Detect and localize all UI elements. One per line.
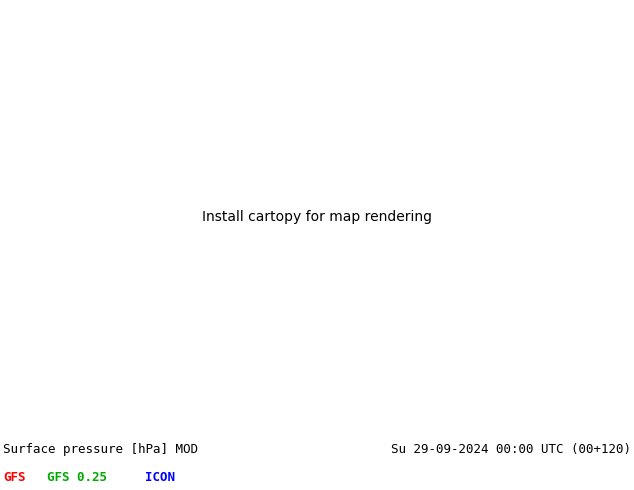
Text: Install cartopy for map rendering: Install cartopy for map rendering <box>202 210 432 224</box>
Text: GFS 0.25: GFS 0.25 <box>47 471 107 484</box>
Text: GFS: GFS <box>3 471 25 484</box>
Text: Su 29-09-2024 00:00 UTC (00+120): Su 29-09-2024 00:00 UTC (00+120) <box>391 443 631 456</box>
Text: Surface pressure [hPa] MOD: Surface pressure [hPa] MOD <box>3 443 198 456</box>
Text: ICON: ICON <box>145 471 174 484</box>
